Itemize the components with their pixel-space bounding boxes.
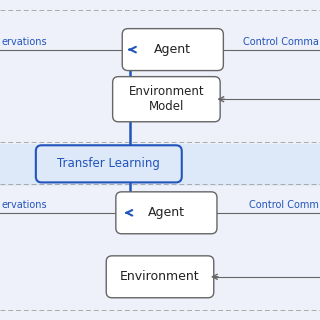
FancyBboxPatch shape xyxy=(36,145,182,182)
Text: ervations: ervations xyxy=(2,200,47,210)
Text: Control Comma: Control Comma xyxy=(243,36,318,47)
Text: Agent: Agent xyxy=(154,43,191,56)
Text: ervations: ervations xyxy=(2,36,47,47)
Bar xyxy=(0,0,320,144)
Text: Transfer Learning: Transfer Learning xyxy=(57,157,160,170)
Bar xyxy=(0,186,320,320)
Text: Environment: Environment xyxy=(120,270,200,283)
Text: Control Comm: Control Comm xyxy=(249,200,318,210)
FancyBboxPatch shape xyxy=(122,28,223,70)
Text: Environment
Model: Environment Model xyxy=(129,85,204,113)
FancyBboxPatch shape xyxy=(116,192,217,234)
FancyBboxPatch shape xyxy=(106,256,214,298)
Bar xyxy=(0,144,320,186)
FancyBboxPatch shape xyxy=(113,77,220,122)
Text: Agent: Agent xyxy=(148,206,185,219)
